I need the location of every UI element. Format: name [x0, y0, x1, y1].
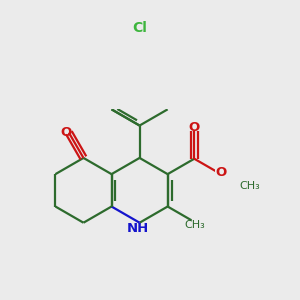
Text: Cl: Cl: [132, 21, 147, 35]
Text: O: O: [189, 122, 200, 134]
Text: O: O: [216, 166, 227, 179]
Text: CH₃: CH₃: [184, 220, 205, 230]
Text: CH₃: CH₃: [240, 181, 260, 191]
Text: O: O: [60, 126, 71, 139]
Text: NH: NH: [127, 222, 149, 235]
